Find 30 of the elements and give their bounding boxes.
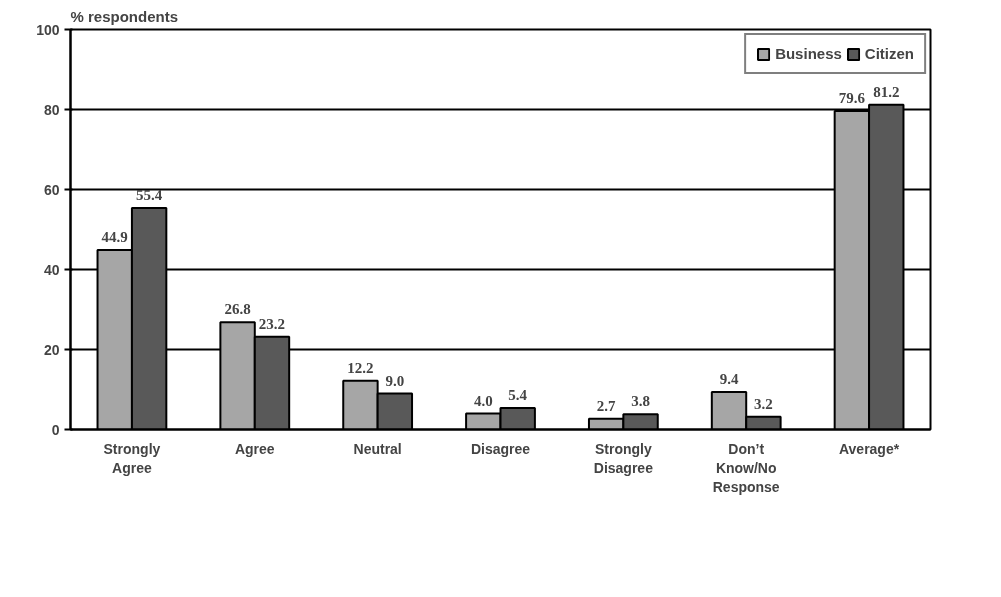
y-tick-label: 60: [43, 181, 60, 198]
y-tick-label: 0: [51, 421, 60, 438]
x-tick-label: Agree: [234, 440, 275, 457]
data-label: 3.8: [631, 393, 650, 410]
data-label: 3.2: [754, 395, 773, 412]
data-label: 9.0: [385, 372, 405, 389]
y-tick-label: 100: [36, 21, 60, 38]
x-tick-label: Disagree: [470, 440, 531, 457]
data-label: 5.4: [508, 386, 528, 403]
y-tick-label: 20: [43, 341, 60, 358]
data-label: 55.4: [136, 186, 163, 203]
data-label: 44.9: [101, 228, 128, 245]
y-axis-title: % respondents: [70, 7, 179, 25]
legend-label: Citizen: [864, 45, 914, 62]
data-label: 23.2: [258, 315, 286, 332]
data-label: 79.6: [838, 90, 866, 107]
data-label: 9.4: [719, 370, 739, 387]
data-label: 81.2: [873, 83, 900, 100]
data-label: 2.7: [596, 397, 617, 414]
x-tick-label: Average*: [838, 440, 900, 457]
data-label: 12.2: [347, 359, 374, 376]
legend-label: Business: [775, 45, 842, 62]
x-tick-label: Strongly Disagree: [593, 440, 654, 476]
data-label: 4.0: [473, 392, 493, 409]
x-tick-label: Strongly Agree: [103, 440, 161, 476]
x-tick-label: Don’t Know/No Response: [712, 440, 780, 495]
data-label: 26.8: [224, 301, 251, 318]
y-tick-label: 40: [43, 261, 60, 278]
x-tick-label: Neutral: [353, 440, 402, 457]
y-tick-label: 80: [43, 101, 60, 118]
